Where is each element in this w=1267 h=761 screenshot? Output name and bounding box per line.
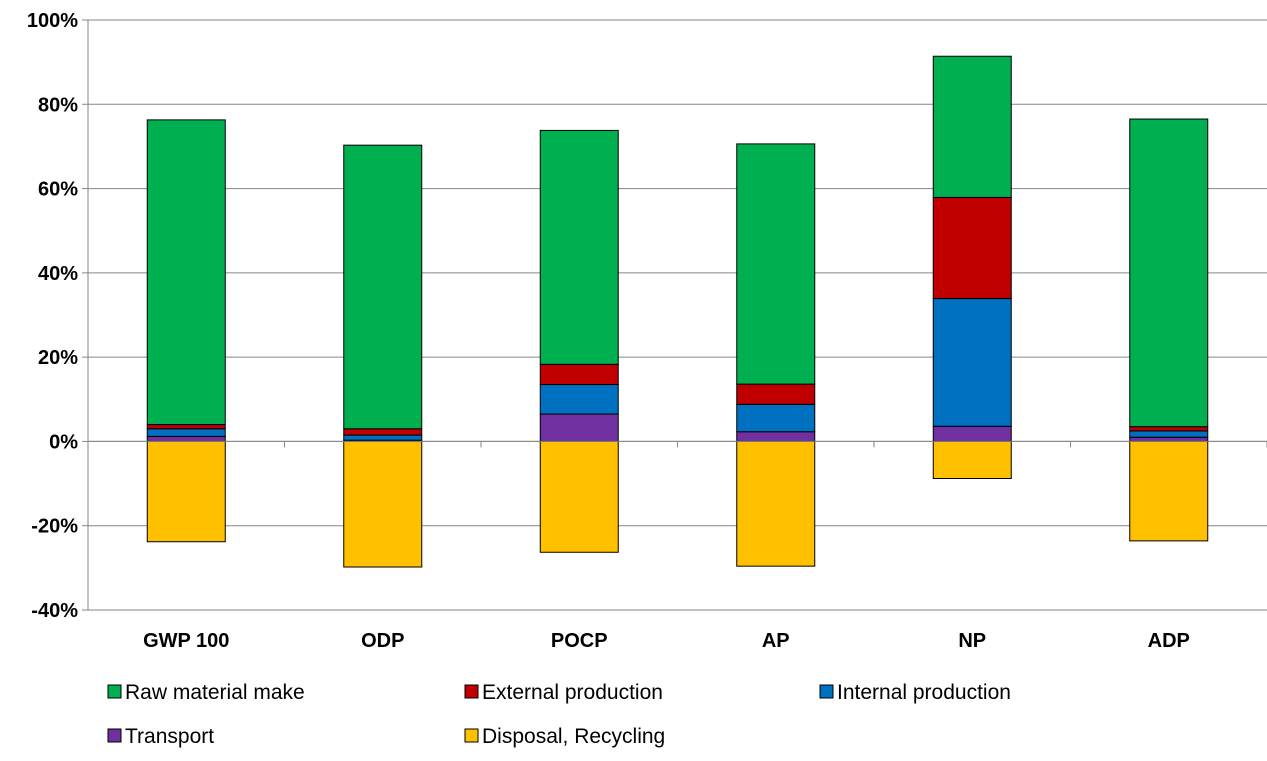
legend-label-internal-production: Internal production	[837, 681, 1011, 704]
legend-swatch-internal-production	[819, 684, 834, 699]
bar-raw-material-make-ap	[736, 143, 816, 385]
bar-internal-production-pocp	[539, 384, 619, 415]
gridlines	[88, 19, 1267, 611]
legend-label-disposal-recycling: Disposal, Recycling	[482, 725, 665, 748]
y-tick-label: 20%	[38, 347, 78, 369]
bar-internal-production-gwp-100	[146, 428, 226, 437]
bar-external-production-gwp-100	[146, 424, 226, 430]
bar-external-production-pocp	[539, 363, 619, 386]
bar-disposal-recycling-gwp-100	[146, 440, 226, 543]
bar-raw-material-make-gwp-100	[146, 119, 226, 426]
legend-swatch-raw-material-make	[107, 684, 122, 699]
legend-label-transport: Transport	[125, 725, 214, 748]
y-tick-label: 40%	[38, 263, 78, 285]
bar-disposal-recycling-pocp	[539, 440, 619, 553]
y-tick-label: 60%	[38, 179, 78, 201]
bar-disposal-recycling-odp	[343, 440, 423, 568]
bar-external-production-odp	[343, 428, 423, 436]
y-tick-label: 100%	[27, 10, 78, 32]
bars	[146, 55, 1209, 568]
bar-disposal-recycling-np	[932, 440, 1012, 480]
legend: Raw material make External production Inte…	[107, 681, 1011, 748]
x-tick-label: POCP	[551, 630, 608, 652]
x-tick-label: ADP	[1148, 630, 1190, 652]
bar-transport-pocp	[539, 413, 619, 442]
x-tick-label: NP	[958, 630, 986, 652]
y-tick-label: -40%	[31, 600, 78, 622]
bar-internal-production-odp	[343, 434, 423, 441]
bar-transport-gwp-100	[146, 435, 226, 442]
x-tick-label: AP	[762, 630, 790, 652]
y-tick-label: 80%	[38, 94, 78, 116]
legend-swatch-transport	[107, 728, 122, 743]
legend-swatch-external-production	[464, 684, 479, 699]
bar-transport-ap	[736, 431, 816, 442]
bar-internal-production-np	[932, 298, 1012, 427]
bar-external-production-np	[932, 196, 1012, 300]
legend-label-raw-material-make: Raw material make	[125, 681, 305, 704]
legend-label-external-production: External production	[482, 681, 663, 704]
bar-raw-material-make-pocp	[539, 129, 619, 365]
y-tick-label: 0%	[49, 431, 78, 453]
bar-external-production-adp	[1129, 426, 1209, 432]
bar-disposal-recycling-ap	[736, 440, 816, 567]
y-tick-label: -20%	[31, 516, 78, 538]
bar-transport-np	[932, 425, 1012, 442]
bar-internal-production-ap	[736, 403, 816, 433]
bar-transport-adp	[1129, 436, 1209, 442]
x-tick-label: GWP 100	[143, 630, 229, 652]
legend-swatch-disposal-recycling	[464, 728, 479, 743]
tick-labels: -40% -20% 0% 20% 40% 60% 80% 100% GWP 100 ODP POCP…	[27, 10, 1190, 652]
bar-raw-material-make-np	[932, 55, 1012, 198]
bar-disposal-recycling-adp	[1129, 440, 1209, 542]
bar-raw-material-make-odp	[343, 144, 423, 430]
bar-external-production-ap	[736, 383, 816, 405]
bar-raw-material-make-adp	[1129, 118, 1209, 428]
bar-internal-production-adp	[1129, 430, 1209, 438]
x-tick-label: ODP	[361, 630, 404, 652]
axes	[82, 19, 1267, 611]
